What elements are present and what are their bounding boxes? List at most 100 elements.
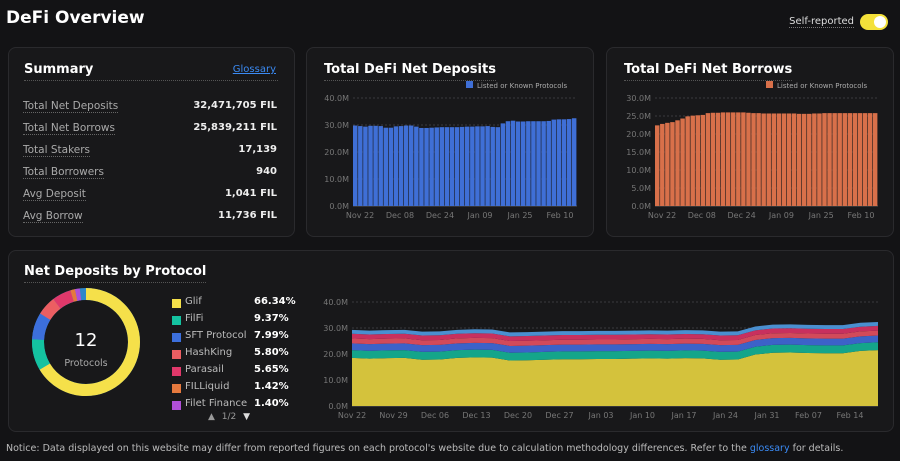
bar <box>515 121 521 206</box>
borrows-title: Total DeFi Net Borrows <box>624 62 793 81</box>
y-tick-label: 20.0M <box>323 350 348 359</box>
y-tick-label: 30.0M <box>323 324 348 333</box>
legend-swatch <box>172 299 181 308</box>
legend-item[interactable]: HashKing 5.80% <box>172 347 292 363</box>
summary-row-value: 1,041 FIL <box>224 188 277 199</box>
legend-swatch <box>172 384 181 393</box>
y-tick-label: 10.0M <box>323 376 348 385</box>
legend-item[interactable]: Glif 66.34% <box>172 296 296 312</box>
bar <box>556 119 562 206</box>
y-tick-label: 10.0M <box>626 166 651 175</box>
legend-pct: 1.40% <box>254 398 289 409</box>
x-tick-label: Dec 13 <box>462 411 490 420</box>
legend-swatch <box>172 316 181 325</box>
bar <box>373 125 378 206</box>
legend-pct: 5.80% <box>254 347 289 358</box>
bar <box>378 126 383 206</box>
area-series-parasail <box>352 325 878 341</box>
legend-name: Filet Finance <box>185 398 248 409</box>
bar <box>566 119 572 206</box>
bar <box>383 127 389 206</box>
summary-row-value: 32,471,705 FIL <box>193 100 277 111</box>
legend-item[interactable]: Parasail 5.65% <box>172 364 292 380</box>
legend-name: SFT Protocol <box>185 330 247 341</box>
bar <box>675 120 680 206</box>
legend-item[interactable]: Filet Finance 1.40% <box>172 398 292 414</box>
bar <box>526 121 531 206</box>
bar <box>495 127 501 206</box>
bar <box>465 126 470 206</box>
x-tick-label: Feb 10 <box>848 211 875 220</box>
legend-swatch <box>466 81 473 88</box>
summary-title: Summary <box>24 62 278 81</box>
y-tick-label: 0.0M <box>329 202 349 211</box>
area-series-sft-protocol <box>352 335 878 353</box>
legend-item[interactable]: FILLiquid 1.42% <box>172 381 292 397</box>
x-tick-label: Dec 06 <box>421 411 449 420</box>
bar <box>690 115 695 206</box>
legend-pct: 1.42% <box>254 381 289 392</box>
bar <box>817 113 822 206</box>
notice-glossary-link[interactable]: glossary <box>749 443 790 454</box>
summary-row: Avg Borrow 11,736 FIL <box>23 210 277 232</box>
bar <box>842 113 847 206</box>
bar <box>746 112 751 206</box>
legend-pager: ▲ 1/2 ▼ <box>208 412 250 422</box>
summary-row-label: Total Net Borrows <box>23 122 115 135</box>
bar <box>665 122 670 206</box>
y-tick-label: 10.0M <box>324 175 349 184</box>
summary-card: Summary Glossary <box>8 47 295 237</box>
self-reported-toggle[interactable] <box>860 14 888 30</box>
bar <box>475 126 480 206</box>
bar <box>490 126 495 206</box>
self-reported-label: Self-reported <box>789 16 854 28</box>
bar <box>505 121 511 206</box>
legend-item[interactable]: SFT Protocol 7.99% <box>172 330 292 346</box>
x-tick-label: Feb 10 <box>547 211 574 220</box>
bar <box>720 112 726 206</box>
bar <box>710 112 716 206</box>
glossary-link[interactable]: Glossary <box>232 64 276 75</box>
bar <box>852 113 858 206</box>
bar <box>470 126 475 206</box>
legend-swatch <box>172 350 181 359</box>
bar <box>541 121 546 206</box>
bar <box>368 125 373 206</box>
y-tick-label: 30.0M <box>626 94 651 103</box>
legend-item[interactable]: FilFi 9.37% <box>172 313 292 329</box>
bar <box>725 112 731 206</box>
bar <box>862 113 868 206</box>
bar <box>398 126 404 206</box>
legend-name: Glif <box>185 296 202 307</box>
bar <box>655 125 660 206</box>
bar <box>409 125 414 206</box>
summary-row: Total Net Borrows 25,839,211 FIL <box>23 122 277 144</box>
bar <box>571 118 577 206</box>
area-series-other <box>352 322 878 337</box>
x-tick-label: Jan 10 <box>629 411 655 420</box>
legend-swatch <box>172 333 181 342</box>
bar <box>837 113 842 206</box>
summary-row-value: 25,839,211 FIL <box>193 122 277 133</box>
prev-page-button[interactable]: ▲ <box>208 412 215 422</box>
x-tick-label: Dec 08 <box>386 211 414 220</box>
bar <box>485 126 490 206</box>
legend-pct: 66.34% <box>254 296 296 307</box>
bar <box>419 127 424 206</box>
next-page-button[interactable]: ▼ <box>243 412 251 422</box>
bar <box>551 119 557 206</box>
summary-row-label: Total Stakers <box>23 144 91 157</box>
bar <box>363 126 368 206</box>
bar <box>480 126 485 206</box>
bar <box>786 113 792 206</box>
bar <box>414 126 419 206</box>
bar <box>705 113 711 206</box>
deposits-title: Total DeFi Net Deposits <box>324 62 496 81</box>
bar <box>796 113 802 206</box>
x-tick-label: Jan 31 <box>753 411 779 420</box>
bar <box>353 125 358 206</box>
x-tick-label: Jan 03 <box>587 411 613 420</box>
page-indicator: 1/2 <box>221 412 237 422</box>
bar <box>521 121 526 206</box>
